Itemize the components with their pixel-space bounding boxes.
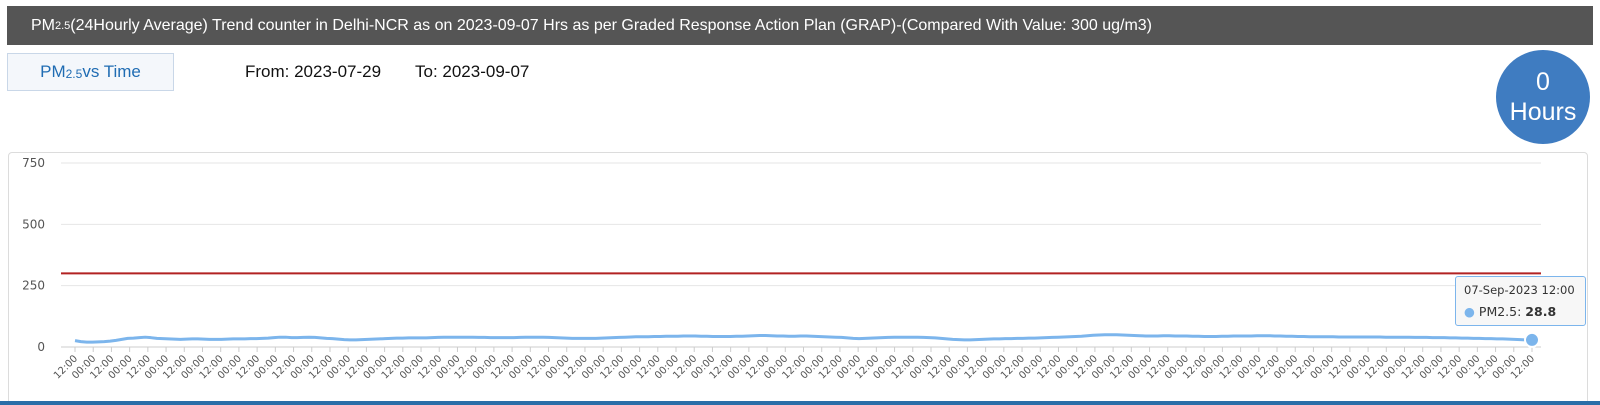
y-tick-label: 250 <box>22 279 45 293</box>
y-tick-label: 750 <box>22 156 45 170</box>
tab-label-prefix: PM <box>40 62 66 81</box>
tooltip-date: 07-Sep-2023 12:00 <box>1464 283 1575 297</box>
hours-unit: Hours <box>1509 98 1577 126</box>
title-prefix: PM <box>31 16 55 34</box>
pm25-line-chart[interactable]: 025050075012:0000:0012:0000:0012:0000:00… <box>8 152 1588 405</box>
date-to: To: 2023-09-07 <box>415 62 530 81</box>
tab-label-rest: vs Time <box>82 62 141 81</box>
hours-counter-badge: 0 Hours <box>1496 50 1590 144</box>
title-subscript: 2.5 <box>55 19 71 32</box>
date-from: From: 2023-07-29 <box>245 62 382 81</box>
chart-tooltip: 07-Sep-2023 12:00 ● PM2.5: 28.8 <box>1455 276 1586 326</box>
y-tick-label: 0 <box>37 340 45 354</box>
tooltip-value: 28.8 <box>1525 304 1557 319</box>
tooltip-series-label: PM2.5: <box>1478 304 1526 319</box>
hours-count: 0 <box>1536 68 1550 96</box>
title-text: (24Hourly Average) Trend counter in Delh… <box>70 16 1152 34</box>
page-title-bar: PM 2.5 (24Hourly Average) Trend counter i… <box>7 6 1593 45</box>
y-tick-label: 500 <box>22 217 45 231</box>
tooltip-row: ● PM2.5: 28.8 <box>1464 304 1577 319</box>
highlighted-data-point <box>1524 331 1540 348</box>
chart-panel: 0 250 500 750 12:00 00:00 12:00 00:00 12:00 00:00… <box>8 152 1588 405</box>
tab-label-subscript: 2.5 <box>65 67 83 81</box>
tab-pm25-vs-time[interactable]: PM 2.5 vs Time <box>7 53 174 91</box>
tooltip-series-marker: ● <box>1464 304 1475 319</box>
bottom-accent-bar <box>0 401 1600 405</box>
series-line-pm25 <box>74 333 1533 344</box>
